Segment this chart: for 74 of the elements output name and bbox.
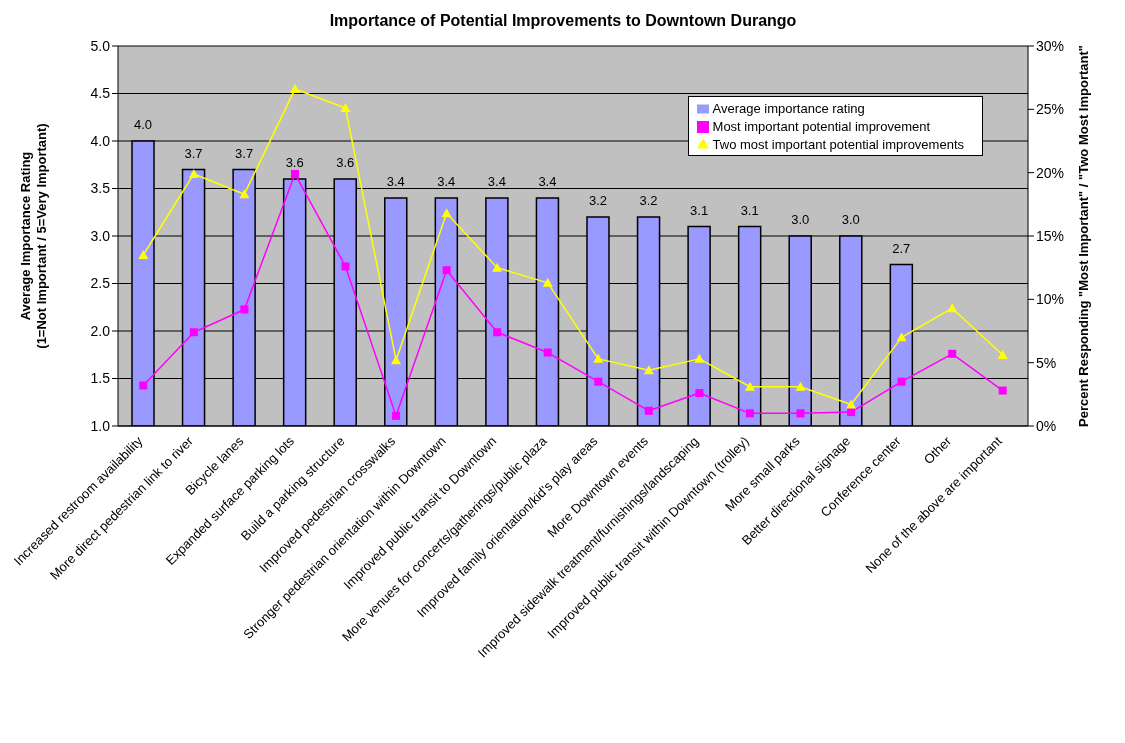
legend-label: Two most important potential improvements bbox=[712, 137, 964, 152]
point bbox=[542, 277, 553, 287]
data-label: 3.6 bbox=[336, 155, 355, 170]
point bbox=[289, 84, 300, 94]
point bbox=[138, 250, 149, 259]
y2-tick-label: 5% bbox=[1036, 354, 1057, 371]
data-label: 3.4 bbox=[487, 174, 506, 189]
data-label: 3.4 bbox=[538, 174, 557, 189]
y2-axis-title: Percent Responding "Most Important" / "Two Most Important" bbox=[1076, 45, 1091, 427]
y2-tick-label: 20% bbox=[1036, 164, 1065, 181]
point bbox=[998, 386, 1007, 395]
legend-label: Average importance rating bbox=[712, 101, 865, 116]
point bbox=[896, 332, 907, 342]
y-tick-label: 3.0 bbox=[90, 227, 111, 244]
point bbox=[846, 399, 857, 409]
point bbox=[340, 103, 351, 113]
y-tick-label: 3.5 bbox=[90, 180, 111, 197]
point bbox=[694, 353, 705, 363]
point bbox=[644, 406, 653, 415]
y2-tick-label: 0% bbox=[1036, 417, 1057, 434]
data-label: 2.7 bbox=[892, 240, 911, 256]
data-label: 4.0 bbox=[133, 117, 153, 132]
y-tick-label: 2.0 bbox=[90, 322, 111, 339]
point bbox=[391, 355, 402, 365]
point bbox=[441, 208, 452, 218]
point bbox=[239, 189, 250, 199]
point bbox=[695, 389, 704, 398]
point bbox=[189, 328, 198, 337]
point bbox=[947, 303, 958, 313]
y2-tick-label: 10% bbox=[1036, 291, 1065, 308]
point bbox=[543, 348, 552, 357]
point bbox=[139, 381, 148, 390]
y-tick-label: 2.5 bbox=[90, 275, 111, 292]
y-tick-label: 4.5 bbox=[90, 85, 111, 102]
y-tick-label: 1.5 bbox=[90, 370, 111, 387]
point bbox=[493, 328, 502, 337]
data-label: 3.1 bbox=[690, 202, 709, 218]
chart-title: Importance of Potential Improvements to Downtown Durango bbox=[328, 11, 798, 31]
point bbox=[442, 266, 451, 275]
data-label: 3.1 bbox=[740, 202, 759, 218]
data-label: 3.0 bbox=[841, 212, 860, 227]
y-tick-label: 1.0 bbox=[90, 417, 111, 434]
y2-tick-label: 30% bbox=[1036, 37, 1065, 54]
point bbox=[188, 168, 199, 178]
point bbox=[392, 411, 401, 420]
y-tick-label: 5.0 bbox=[90, 37, 111, 54]
point bbox=[897, 377, 906, 386]
data-label: 3.7 bbox=[235, 145, 254, 161]
point bbox=[290, 169, 299, 178]
y2-tick-label: 15% bbox=[1036, 227, 1065, 244]
point bbox=[594, 377, 603, 386]
data-label: 3.2 bbox=[639, 193, 658, 208]
data-label: 3.4 bbox=[437, 174, 456, 189]
point bbox=[795, 381, 806, 391]
y-axis-title: Average Importance Rating (1=Not Important / 5=Very Important) bbox=[18, 123, 49, 349]
point bbox=[643, 365, 654, 375]
point bbox=[847, 408, 856, 417]
point bbox=[593, 353, 604, 363]
point bbox=[948, 349, 957, 358]
point bbox=[240, 305, 249, 314]
data-label: 3.6 bbox=[285, 155, 304, 170]
point bbox=[744, 381, 755, 391]
point bbox=[492, 262, 503, 272]
point bbox=[997, 350, 1008, 360]
data-label: 3.4 bbox=[386, 174, 405, 189]
data-label: 3.2 bbox=[588, 193, 608, 208]
data-label: 3.0 bbox=[791, 212, 810, 227]
point bbox=[341, 262, 350, 271]
y2-tick-label: 25% bbox=[1036, 101, 1065, 118]
point bbox=[745, 409, 754, 418]
data-label: 3.7 bbox=[184, 145, 203, 161]
legend-label: Most important potential improvement bbox=[712, 119, 931, 134]
point bbox=[796, 409, 805, 418]
y-tick-label: 4.0 bbox=[90, 132, 111, 149]
